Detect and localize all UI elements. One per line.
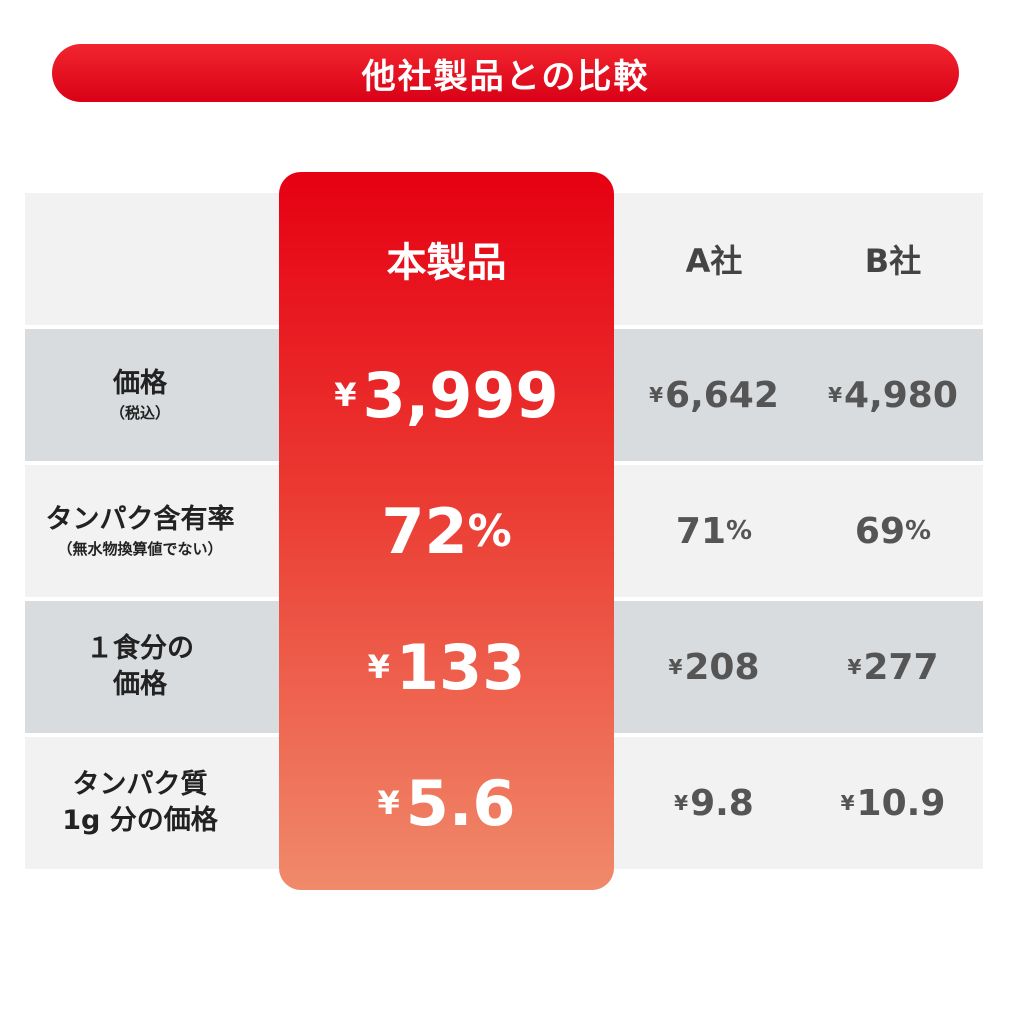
value-b: ¥277 (847, 646, 939, 688)
row-label: １食分の 価格 (25, 601, 255, 733)
column-header-ours: 本製品 (386, 240, 507, 286)
banner-title: 他社製品との比較 (361, 56, 650, 97)
value-ours-price-per-serving: ¥133 (367, 630, 526, 704)
row-label: 価格 （税込） (25, 329, 255, 461)
row-label-main: タンパク含有率 (45, 503, 235, 535)
own-product-highlight-column (279, 172, 614, 890)
value-a: ¥208 (668, 646, 760, 688)
value-ours-protein-content: 72% (381, 494, 512, 568)
value-b: ¥10.9 (840, 782, 946, 824)
value-ours-price: ¥3,999 (334, 358, 559, 432)
row-label-main: 価格 (113, 367, 167, 399)
value-b: 69% (854, 510, 932, 552)
value-a: ¥9.8 (674, 782, 754, 824)
row-label-line-2: 1g 分の価格 (62, 805, 218, 836)
row-label-line-2: 価格 (113, 669, 167, 700)
comparison-banner: 他社製品との比較 (52, 44, 959, 102)
row-label-sub: （無水物換算値でない） (57, 539, 223, 558)
value-a: 71% (675, 510, 753, 552)
row-label: タンパク質 1g 分の価格 (25, 737, 255, 869)
value-ours-price-per-gram: ¥5.6 (377, 766, 516, 840)
row-label-line-1: １食分の (86, 632, 194, 664)
row-label-sub: （税込） (109, 403, 170, 422)
row-label: タンパク含有率 （無水物換算値でない） (25, 465, 255, 597)
row-label-line-1: タンパク質 (72, 768, 208, 800)
column-header-b: B社 (864, 242, 922, 280)
value-a: ¥6,642 (649, 374, 779, 416)
column-header-a: A社 (685, 242, 743, 280)
value-b: ¥4,980 (828, 374, 958, 416)
